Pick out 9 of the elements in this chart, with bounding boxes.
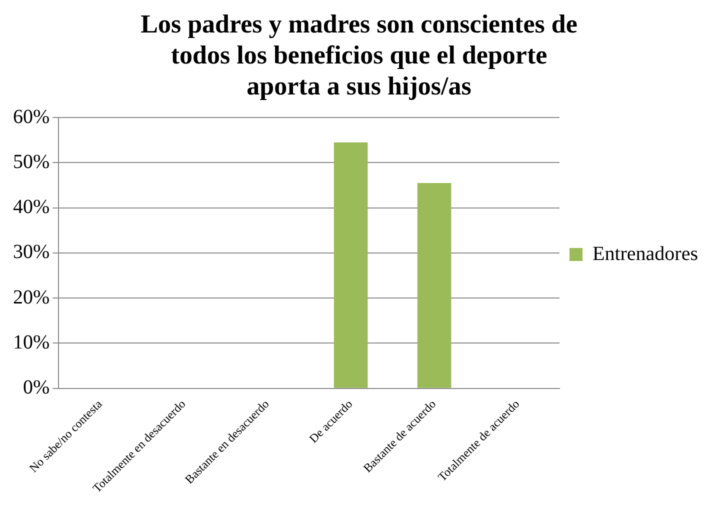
- chart-title: Los padres y madres son conscientes de todos los beneficios que el deporte aporta a sus hijos/as: [140, 9, 578, 101]
- y-tick-label: 30%: [12, 241, 50, 264]
- legend-label: Entrenadores: [592, 242, 698, 265]
- y-tick-label: 60%: [12, 106, 50, 128]
- y-tick-label: 0%: [22, 376, 50, 399]
- y-tick-label: 20%: [12, 286, 50, 308]
- y-tick-label: 40%: [12, 196, 50, 218]
- y-tick-label: 50%: [12, 150, 50, 173]
- y-tick-label: 10%: [12, 331, 50, 354]
